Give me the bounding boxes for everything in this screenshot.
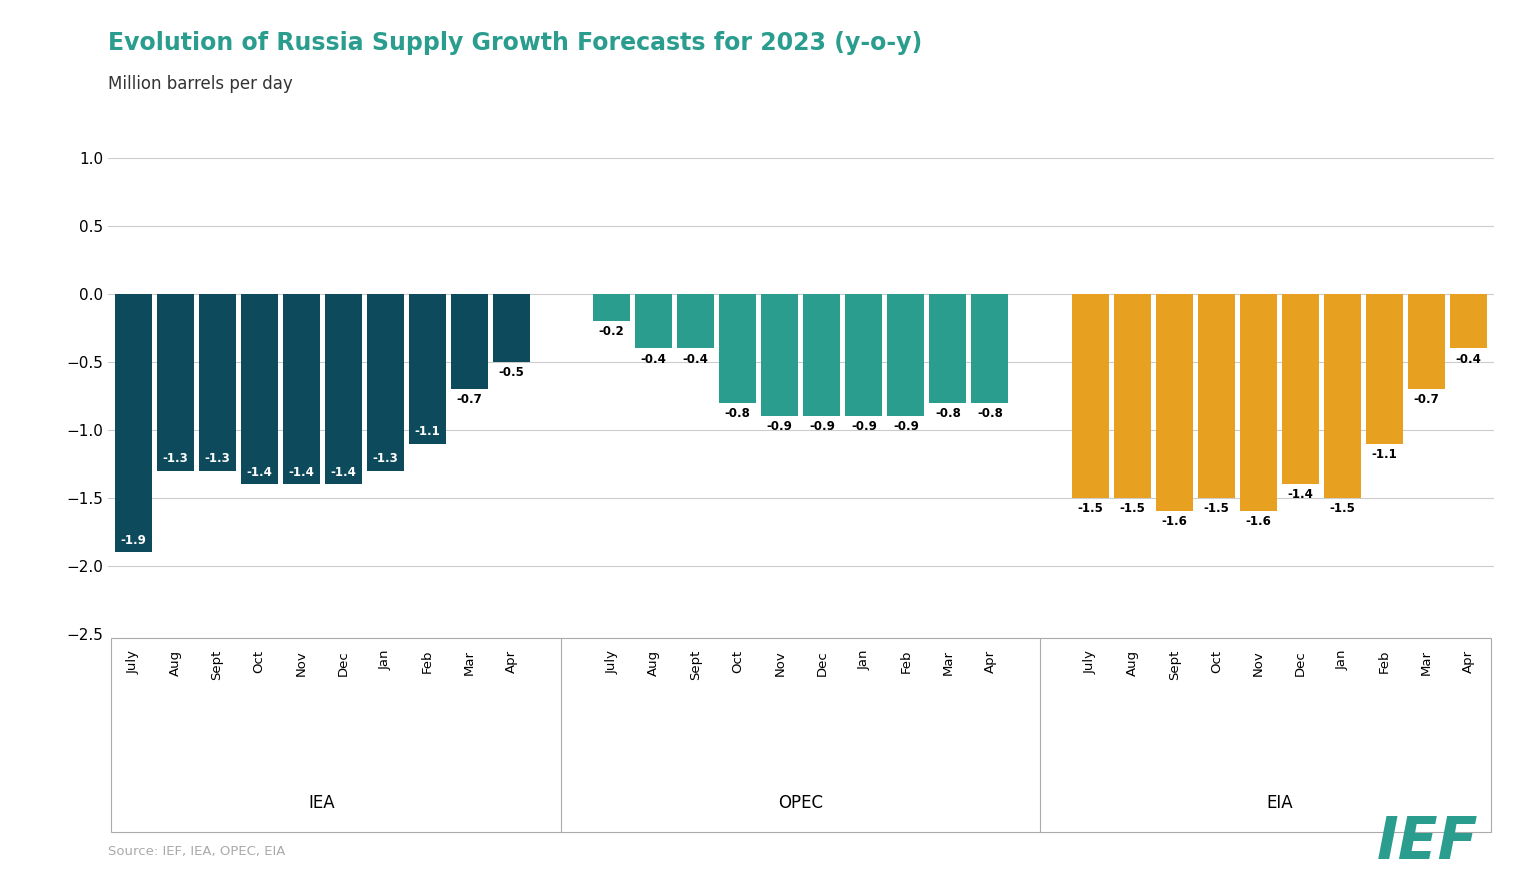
Bar — [325, 294, 362, 484]
Text: EIA: EIA — [1266, 794, 1292, 811]
Text: Aug: Aug — [647, 649, 661, 676]
Bar — [1366, 294, 1403, 444]
Text: Evolution of Russia Supply Growth Forecasts for 2023 (y-o-y): Evolution of Russia Supply Growth Foreca… — [108, 31, 922, 55]
Text: -1.3: -1.3 — [162, 452, 188, 466]
Bar — [1240, 294, 1277, 511]
Text: -1.4: -1.4 — [1287, 488, 1314, 502]
Bar — [1451, 294, 1488, 348]
Text: Mar: Mar — [1420, 649, 1434, 675]
Text: Mar: Mar — [941, 649, 955, 675]
Bar — [493, 294, 530, 362]
Text: Feb: Feb — [899, 649, 912, 673]
Text: -0.9: -0.9 — [893, 421, 919, 434]
Bar — [1198, 294, 1235, 498]
Text: -0.9: -0.9 — [767, 421, 793, 434]
Bar — [761, 294, 798, 416]
Text: Sept: Sept — [1167, 649, 1181, 680]
Bar — [451, 294, 488, 389]
Text: -0.9: -0.9 — [808, 421, 835, 434]
Text: -1.9: -1.9 — [120, 533, 146, 546]
Text: Dec: Dec — [337, 649, 350, 676]
Text: Nov: Nov — [773, 649, 787, 676]
Text: Aug: Aug — [168, 649, 182, 676]
Bar — [1157, 294, 1194, 511]
Text: -0.7: -0.7 — [456, 393, 482, 407]
Bar — [972, 294, 1009, 403]
Text: July: July — [605, 649, 618, 674]
Text: Million barrels per day: Million barrels per day — [108, 75, 293, 92]
Text: -0.2: -0.2 — [599, 326, 625, 339]
Text: Oct: Oct — [1210, 649, 1223, 673]
Text: -0.8: -0.8 — [976, 407, 1003, 420]
Text: Sept: Sept — [690, 649, 702, 680]
Text: -1.5: -1.5 — [1078, 502, 1103, 515]
Text: -1.4: -1.4 — [288, 466, 314, 479]
Bar — [845, 294, 882, 416]
Bar — [887, 294, 924, 416]
Bar — [634, 294, 671, 348]
Bar — [930, 294, 967, 403]
Text: -0.8: -0.8 — [935, 407, 961, 420]
Text: -1.5: -1.5 — [1329, 502, 1355, 515]
Text: Apr: Apr — [505, 649, 517, 673]
Text: -0.5: -0.5 — [499, 366, 524, 379]
Bar — [1072, 294, 1109, 498]
Text: Dec: Dec — [1294, 649, 1307, 676]
Text: -1.5: -1.5 — [1203, 502, 1229, 515]
Bar — [719, 294, 756, 403]
Text: Dec: Dec — [815, 649, 829, 676]
Bar — [1408, 294, 1445, 389]
Text: -0.4: -0.4 — [1455, 353, 1481, 365]
Bar — [240, 294, 277, 484]
Bar — [283, 294, 320, 484]
Text: -0.9: -0.9 — [852, 421, 876, 434]
FancyBboxPatch shape — [111, 638, 1491, 832]
Text: -0.8: -0.8 — [725, 407, 750, 420]
Bar — [367, 294, 403, 471]
Bar — [1324, 294, 1361, 498]
Text: -1.1: -1.1 — [414, 425, 440, 438]
Text: Apr: Apr — [1461, 649, 1475, 673]
Text: Oct: Oct — [253, 649, 265, 673]
Text: Source: IEF, IEA, OPEC, EIA: Source: IEF, IEA, OPEC, EIA — [108, 845, 285, 858]
Bar — [114, 294, 151, 552]
Text: OPEC: OPEC — [778, 794, 824, 811]
Text: -0.4: -0.4 — [682, 353, 708, 365]
Text: -1.5: -1.5 — [1120, 502, 1146, 515]
Text: -0.7: -0.7 — [1414, 393, 1440, 407]
Text: IEF: IEF — [1377, 814, 1478, 871]
Text: Feb: Feb — [1378, 649, 1391, 673]
Text: Aug: Aug — [1126, 649, 1140, 676]
Bar — [593, 294, 630, 321]
Text: Jan: Jan — [1337, 649, 1349, 671]
Text: Apr: Apr — [984, 649, 996, 673]
Text: Nov: Nov — [294, 649, 308, 676]
Text: Oct: Oct — [732, 649, 744, 673]
Text: -1.6: -1.6 — [1246, 516, 1272, 529]
Text: July: July — [1084, 649, 1096, 674]
Text: Jan: Jan — [858, 649, 870, 671]
Bar — [199, 294, 236, 471]
Text: Jan: Jan — [379, 649, 391, 671]
Text: -1.6: -1.6 — [1161, 516, 1187, 529]
Text: July: July — [126, 649, 140, 674]
Bar — [1113, 294, 1150, 498]
Bar — [1281, 294, 1318, 484]
Text: Feb: Feb — [420, 649, 434, 673]
Bar — [678, 294, 715, 348]
Bar — [804, 294, 841, 416]
Text: -1.4: -1.4 — [246, 466, 273, 479]
Text: Mar: Mar — [462, 649, 476, 675]
Text: -1.3: -1.3 — [373, 452, 397, 466]
Text: -0.4: -0.4 — [641, 353, 667, 365]
Text: Nov: Nov — [1252, 649, 1264, 676]
Bar — [408, 294, 445, 444]
Text: -1.3: -1.3 — [205, 452, 229, 466]
Text: Sept: Sept — [211, 649, 223, 680]
Text: IEA: IEA — [310, 794, 336, 811]
Text: -1.1: -1.1 — [1372, 448, 1397, 460]
Text: -1.4: -1.4 — [330, 466, 356, 479]
Bar — [157, 294, 194, 471]
